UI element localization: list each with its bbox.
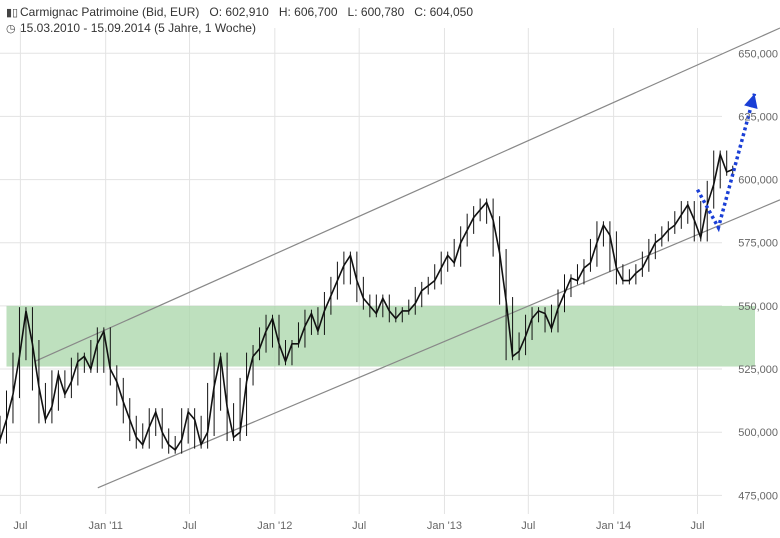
price-line bbox=[0, 151, 734, 452]
y-tick-label: 650,000 bbox=[738, 48, 778, 60]
x-axis: Jul Jan '11 Jul Jan '12 Jul Jan '13 Jul Jan '14… bbox=[13, 520, 704, 532]
y-tick-label: 575,000 bbox=[738, 238, 778, 250]
channel-upper-line bbox=[34, 27, 780, 363]
y-tick-label: 550,000 bbox=[738, 301, 778, 313]
y-tick-label: 625,000 bbox=[738, 111, 778, 123]
instrument-header: ▮▯ Carmignac Patrimoine (Bid, EUR) O: 602… bbox=[6, 5, 473, 19]
y-tick-label: 475,000 bbox=[738, 490, 778, 502]
x-tick-label: Jan '12 bbox=[257, 520, 292, 532]
chart-bars-icon: ▮▯ bbox=[6, 7, 19, 19]
x-tick-label: Jan '14 bbox=[596, 520, 631, 532]
clock-icon: ◷ bbox=[6, 23, 16, 35]
x-tick-label: Jul bbox=[13, 520, 27, 532]
date-range-header: ◷ 15.03.2010 - 15.09.2014 (5 Jahre, 1 Woc… bbox=[6, 21, 256, 35]
channel-lower-line bbox=[97, 199, 780, 489]
low-value: L: 600,780 bbox=[347, 5, 405, 19]
y-tick-label: 600,000 bbox=[738, 175, 778, 187]
y-tick-label: 525,000 bbox=[738, 364, 778, 376]
x-tick-label: Jan '11 bbox=[89, 520, 123, 532]
projection-line bbox=[695, 93, 757, 233]
x-tick-label: Jul bbox=[352, 520, 366, 532]
instrument-name: Carmignac Patrimoine (Bid, EUR) bbox=[20, 5, 200, 19]
x-tick-label: Jul bbox=[690, 520, 704, 532]
x-tick-label: Jul bbox=[183, 520, 197, 532]
date-range: 15.03.2010 - 15.09.2014 (5 Jahre, 1 Woch… bbox=[20, 21, 256, 35]
open-value: O: 602,910 bbox=[209, 5, 269, 19]
x-tick-label: Jan '13 bbox=[427, 520, 462, 532]
support-zone bbox=[6, 305, 756, 367]
y-tick-label: 500,000 bbox=[738, 427, 778, 439]
high-value: H: 606,700 bbox=[278, 5, 338, 19]
close-value: C: 604,050 bbox=[414, 5, 473, 19]
projection-arrowhead bbox=[744, 93, 758, 109]
y-axis: 475,000 500,000 525,000 550,000 575,000 600,0… bbox=[738, 48, 778, 502]
x-tick-label: Jul bbox=[521, 520, 535, 532]
grid-lines bbox=[0, 28, 722, 514]
